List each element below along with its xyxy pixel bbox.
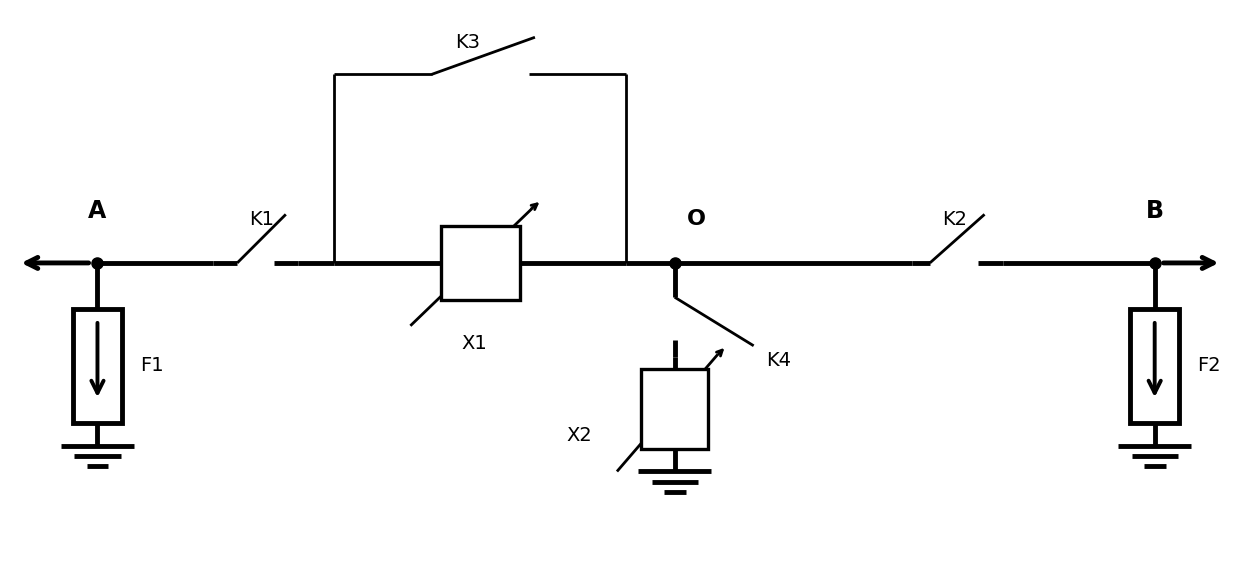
Text: K4: K4 bbox=[766, 352, 791, 370]
Text: K3: K3 bbox=[455, 33, 481, 51]
Text: X1: X1 bbox=[461, 335, 487, 353]
Bar bbox=[440, 226, 520, 300]
Text: A: A bbox=[88, 199, 107, 223]
Text: X2: X2 bbox=[567, 426, 593, 445]
Text: F1: F1 bbox=[140, 356, 164, 375]
Bar bbox=[641, 368, 708, 449]
Text: K2: K2 bbox=[942, 210, 967, 229]
Text: O: O bbox=[687, 209, 706, 229]
Text: B: B bbox=[1146, 199, 1163, 223]
Text: F2: F2 bbox=[1197, 356, 1221, 375]
Bar bbox=[73, 308, 122, 423]
Text: K1: K1 bbox=[249, 210, 274, 229]
Bar bbox=[1131, 308, 1179, 423]
